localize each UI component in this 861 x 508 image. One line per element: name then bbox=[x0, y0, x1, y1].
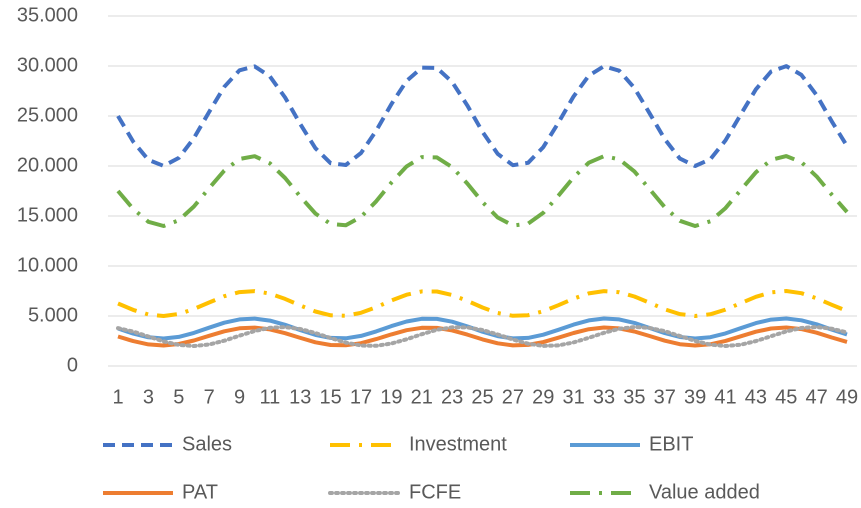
x-tick-label: 17 bbox=[350, 386, 372, 408]
x-tick-label: 43 bbox=[745, 386, 767, 408]
x-tick-label: 11 bbox=[259, 386, 280, 408]
x-tick-label: 23 bbox=[441, 386, 463, 408]
legend-label: PAT bbox=[182, 481, 218, 503]
x-tick-label: 39 bbox=[684, 386, 706, 408]
series-line bbox=[116, 64, 849, 168]
x-tick-label: 33 bbox=[593, 386, 615, 408]
y-tick-label: 30.000 bbox=[17, 54, 78, 76]
series-line bbox=[117, 289, 848, 318]
x-tick-label: 45 bbox=[775, 386, 797, 408]
x-tick-label: 41 bbox=[714, 386, 736, 408]
y-tick-label: 10.000 bbox=[17, 254, 78, 276]
legend-label: Sales bbox=[182, 433, 232, 455]
y-tick-label: 15.000 bbox=[17, 204, 78, 226]
x-tick-label: 15 bbox=[320, 386, 342, 408]
x-tick-label: 9 bbox=[234, 386, 245, 408]
x-tick-label: 31 bbox=[563, 386, 585, 408]
x-tick-label: 29 bbox=[532, 386, 554, 408]
x-tick-label: 3 bbox=[143, 386, 154, 408]
y-tick-label: 25.000 bbox=[17, 104, 78, 126]
legend-label: FCFE bbox=[409, 481, 461, 503]
y-tick-label: 5.000 bbox=[28, 304, 78, 326]
y-tick-label: 20.000 bbox=[17, 154, 78, 176]
legend-label: EBIT bbox=[649, 433, 693, 455]
x-tick-label: 37 bbox=[654, 386, 676, 408]
y-tick-label: 0 bbox=[67, 354, 78, 376]
x-tick-label: 27 bbox=[502, 386, 524, 408]
x-tick-label: 47 bbox=[806, 386, 828, 408]
legend-label: Investment bbox=[409, 433, 507, 455]
x-tick-label: 21 bbox=[411, 386, 433, 408]
x-tick-label: 35 bbox=[623, 386, 645, 408]
legend-label: Value added bbox=[649, 481, 760, 503]
x-tick-label: 49 bbox=[836, 386, 858, 408]
series-line bbox=[117, 325, 848, 348]
y-tick-label: 35.000 bbox=[17, 4, 78, 26]
x-tick-label: 25 bbox=[471, 386, 493, 408]
x-tick-label: 5 bbox=[173, 386, 184, 408]
series-line bbox=[116, 154, 849, 228]
x-tick-label: 19 bbox=[380, 386, 402, 408]
x-tick-label: 7 bbox=[204, 386, 215, 408]
x-tick-label: 13 bbox=[289, 386, 311, 408]
x-tick-label: 1 bbox=[112, 386, 123, 408]
series-line bbox=[116, 325, 849, 348]
